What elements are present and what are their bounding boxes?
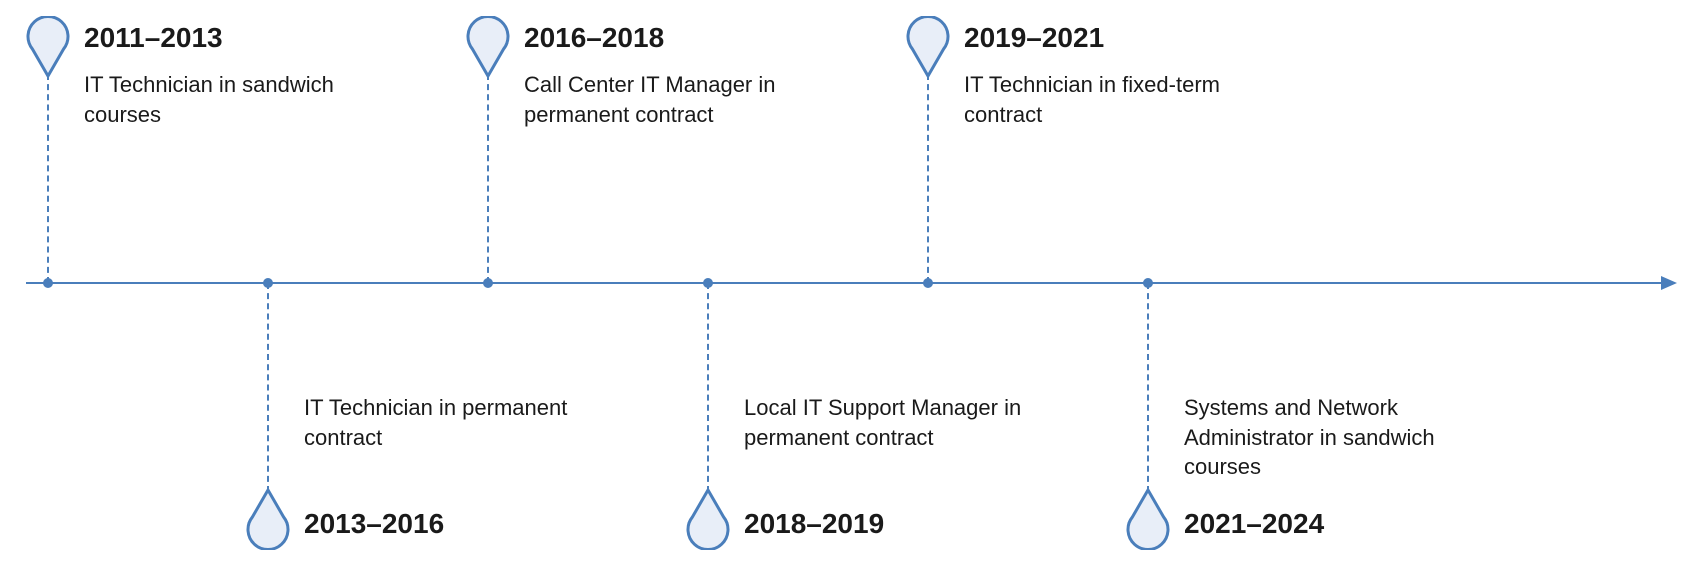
timeline-description: Call Center IT Manager in permanent cont… [524, 70, 854, 129]
timeline-description: IT Technician in permanent contract [304, 393, 634, 452]
timeline-marker-icon [244, 488, 292, 550]
timeline-stem [267, 283, 269, 492]
timeline-canvas: 2011–2013 IT Technician in sandwich cours… [0, 0, 1691, 566]
timeline-stem [47, 74, 49, 283]
timeline-marker-icon [464, 16, 512, 78]
timeline-marker-icon [24, 16, 72, 78]
timeline-period: 2019–2021 [964, 22, 1104, 54]
timeline-description: IT Technician in fixed-term contract [964, 70, 1294, 129]
timeline-stem [1147, 283, 1149, 492]
timeline-stem [707, 283, 709, 492]
timeline-period: 2021–2024 [1184, 508, 1324, 540]
timeline-marker-icon [904, 16, 952, 78]
timeline-period: 2016–2018 [524, 22, 664, 54]
timeline-arrowhead-icon [1661, 276, 1677, 290]
timeline-description: IT Technician in sandwich courses [84, 70, 414, 129]
timeline-period: 2018–2019 [744, 508, 884, 540]
timeline-description: Local IT Support Manager in permanent co… [744, 393, 1074, 452]
timeline-period: 2013–2016 [304, 508, 444, 540]
timeline-description: Systems and Network Administrator in san… [1184, 393, 1514, 482]
timeline-period: 2011–2013 [84, 22, 223, 54]
timeline-marker-icon [1124, 488, 1172, 550]
timeline-stem [927, 74, 929, 283]
timeline-marker-icon [684, 488, 732, 550]
timeline-stem [487, 74, 489, 283]
